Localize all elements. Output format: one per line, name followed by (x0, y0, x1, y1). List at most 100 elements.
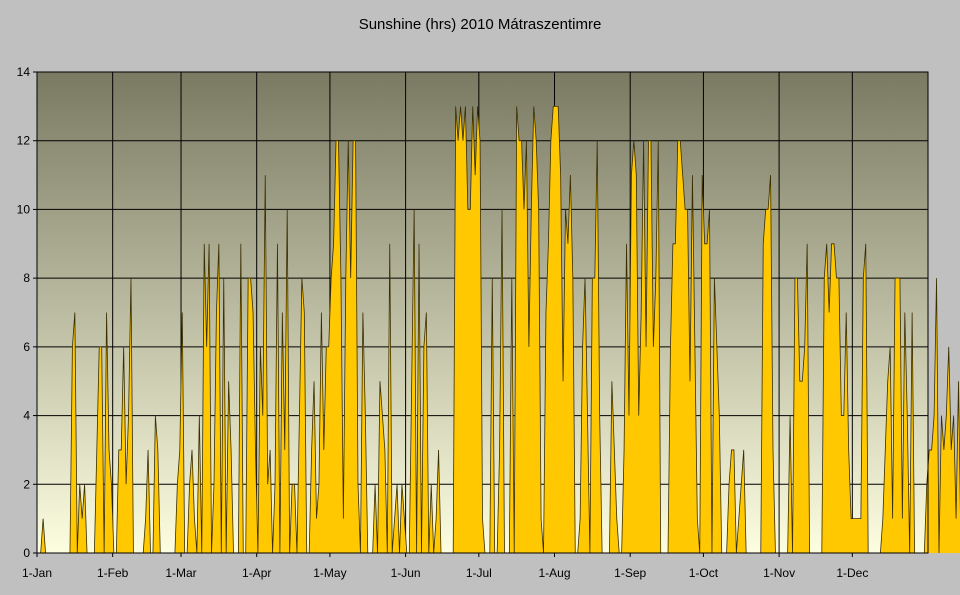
data-point (270, 449, 271, 450)
data-point (501, 209, 502, 210)
data-point (121, 449, 122, 450)
data-point (147, 449, 148, 450)
data-point (521, 140, 522, 141)
data-point (492, 278, 493, 279)
data-point (548, 243, 549, 244)
data-point (892, 518, 893, 519)
data-point (126, 484, 127, 485)
data-point (728, 484, 729, 485)
data-point (255, 449, 256, 450)
data-point (396, 484, 397, 485)
data-point (516, 106, 517, 107)
data-point (540, 518, 541, 519)
data-point (99, 346, 100, 347)
data-point (118, 449, 119, 450)
data-point (84, 484, 85, 485)
data-point (636, 174, 637, 175)
data-point (562, 381, 563, 382)
data-point (838, 278, 839, 279)
data-point (912, 312, 913, 313)
data-point (650, 140, 651, 141)
data-point (414, 209, 415, 210)
data-point (379, 381, 380, 382)
data-point (426, 312, 427, 313)
data-point (897, 278, 898, 279)
data-point (145, 518, 146, 519)
data-point (335, 140, 336, 141)
data-point (931, 449, 932, 450)
y-tick-label: 14 (17, 65, 31, 79)
data-point (594, 278, 595, 279)
data-point (560, 174, 561, 175)
data-point (558, 106, 559, 107)
data-point (731, 449, 732, 450)
data-point (209, 243, 210, 244)
data-point (907, 415, 908, 416)
data-point (350, 278, 351, 279)
data-point (714, 278, 715, 279)
x-tick-label: 1-Oct (689, 566, 719, 580)
data-point (611, 381, 612, 382)
data-point (670, 346, 671, 347)
data-point (218, 243, 219, 244)
data-point (584, 278, 585, 279)
data-point (313, 381, 314, 382)
data-point (252, 312, 253, 313)
x-tick-label: 1-Sep (614, 566, 646, 580)
data-point (191, 449, 192, 450)
x-tick-label: 1-Jan (22, 566, 52, 580)
data-point (230, 449, 231, 450)
data-point (282, 312, 283, 313)
y-tick-label: 0 (23, 546, 30, 560)
data-point (79, 484, 80, 485)
data-point (533, 106, 534, 107)
data-point (482, 518, 483, 519)
data-point (294, 484, 295, 485)
data-point (250, 278, 251, 279)
data-point (882, 518, 883, 519)
data-point (858, 518, 859, 519)
data-point (946, 415, 947, 416)
data-point (457, 140, 458, 141)
data-point (863, 278, 864, 279)
data-point (580, 518, 581, 519)
data-point (550, 140, 551, 141)
data-point (287, 209, 288, 210)
data-point (763, 243, 764, 244)
data-point (855, 518, 856, 519)
data-point (599, 415, 600, 416)
data-point (658, 140, 659, 141)
data-point (807, 243, 808, 244)
data-point (677, 140, 678, 141)
data-point (645, 346, 646, 347)
data-point (274, 484, 275, 485)
data-point (587, 415, 588, 416)
data-point (157, 449, 158, 450)
data-point (101, 346, 102, 347)
data-point (553, 106, 554, 107)
y-tick-label: 4 (23, 409, 30, 423)
data-point (182, 312, 183, 313)
data-point (301, 278, 302, 279)
data-point (106, 312, 107, 313)
data-point (189, 484, 190, 485)
data-point (438, 449, 439, 450)
data-point (853, 518, 854, 519)
data-point (384, 449, 385, 450)
data-point (941, 415, 942, 416)
data-point (538, 209, 539, 210)
data-point (628, 415, 629, 416)
data-point (228, 381, 229, 382)
y-tick-label: 12 (17, 134, 31, 148)
data-point (526, 140, 527, 141)
data-point (706, 243, 707, 244)
data-point (641, 312, 642, 313)
data-point (262, 415, 263, 416)
data-point (675, 243, 676, 244)
data-point (826, 243, 827, 244)
data-point (799, 381, 800, 382)
data-point (340, 278, 341, 279)
data-point (431, 484, 432, 485)
data-point (860, 518, 861, 519)
data-point (304, 312, 305, 313)
